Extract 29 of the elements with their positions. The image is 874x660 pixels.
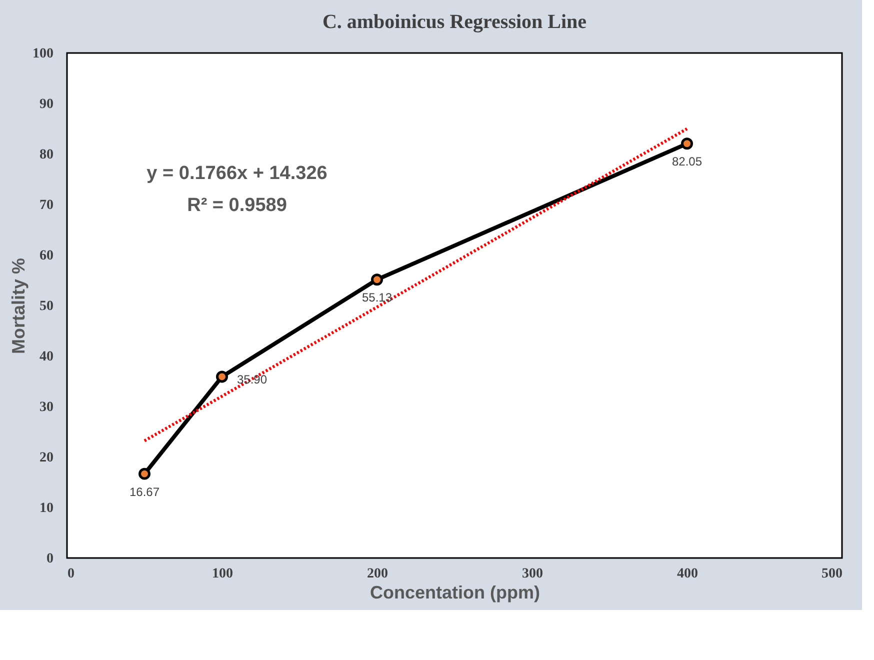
x-tick-label: 500 — [822, 566, 842, 582]
point — [371, 274, 383, 286]
x-tick-label: 100 — [212, 566, 233, 582]
y-tick-label: 30 — [40, 400, 54, 415]
data-label: 16.67 — [129, 484, 160, 499]
y-tick-label: 0 — [46, 552, 54, 566]
y-tick-label: 40 — [40, 350, 54, 364]
x-tick-label: 300 — [522, 566, 543, 582]
point — [681, 138, 693, 150]
y-tick-label: 100 — [32, 46, 54, 62]
x-tick-label: 200 — [367, 566, 388, 582]
point — [138, 468, 150, 480]
point — [216, 370, 228, 383]
x-tick-label: 0 — [68, 566, 74, 582]
y-tick-label: 70 — [40, 198, 54, 213]
x-tick-label: 400 — [677, 566, 698, 582]
annotation: y = 0.1766x + 14.326 — [146, 163, 328, 184]
y-tick-label: 50 — [40, 299, 54, 314]
annotation: R² = 0.9589 — [187, 195, 287, 216]
y-tick-label: 20 — [40, 450, 54, 466]
y-tick-label: 60 — [40, 248, 54, 264]
y-tick-label: 90 — [40, 97, 54, 112]
y-tick-label: 80 — [40, 148, 54, 162]
chart-title: C. amboinicus Regression Line — [322, 11, 587, 33]
data-label: 82.05 — [672, 154, 702, 169]
y-axis-title: Mortality % — [8, 258, 28, 354]
x-axis-title: Concentation (ppm) — [370, 582, 540, 602]
y-tick-label: 10 — [40, 501, 54, 516]
data-label: 55.13 — [362, 290, 392, 305]
